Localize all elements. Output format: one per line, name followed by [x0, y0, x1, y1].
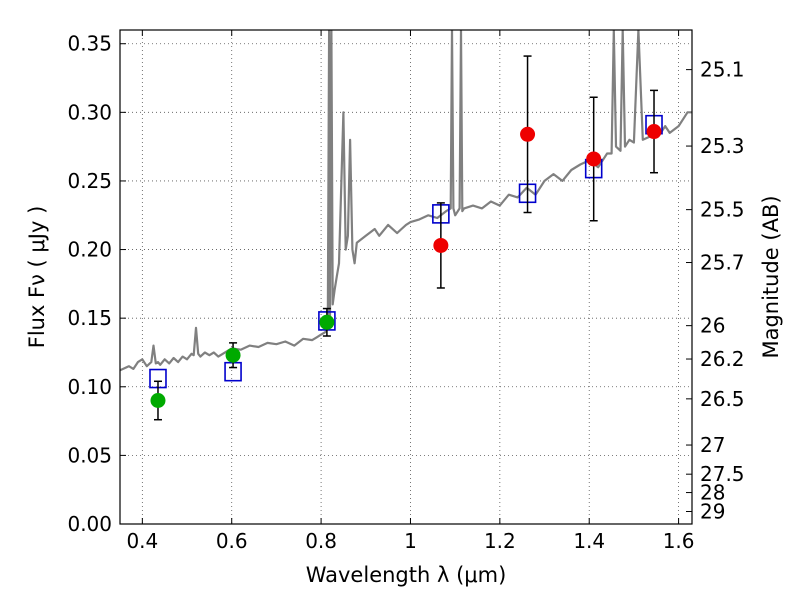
y-tick-label: 0.05 [67, 443, 112, 467]
right-tick-label: 25.7 [700, 251, 745, 275]
right-tick-label: 25.5 [700, 198, 745, 222]
grid-lines [120, 30, 692, 525]
y-tick-label: 0.00 [67, 512, 112, 536]
y-axis-label: Flux Fν ( μJy ) [25, 206, 49, 349]
y-tick-label: 0.15 [67, 306, 112, 330]
optical-photometry-point [225, 347, 241, 363]
right-tick-label: 25.3 [700, 134, 745, 158]
right-tick-label: 27.5 [700, 462, 745, 486]
optical-photometry-point [319, 314, 335, 330]
y-tick-label: 0.30 [67, 100, 112, 124]
plot-frame [119, 29, 693, 525]
right-y-axis-label: Magnitude (AB) [759, 195, 783, 358]
right-tick-label: 29 [700, 499, 725, 523]
y-tick-label: 0.35 [67, 32, 112, 56]
y-tick-label: 0.20 [67, 238, 112, 262]
infrared-photometry-point [520, 126, 536, 142]
infrared-photometry-point [433, 237, 449, 253]
spectrum-line [120, 30, 692, 372]
x-tick-label: 1.2 [484, 529, 516, 553]
right-tick-label: 27 [700, 433, 725, 457]
infrared-photometry-point [646, 124, 662, 140]
plot-data [120, 30, 692, 421]
infrared-photometry-point [586, 151, 602, 167]
y-tick-label: 0.10 [67, 375, 112, 399]
x-tick-label: 0.8 [305, 529, 337, 553]
y-tick-label: 0.25 [67, 169, 112, 193]
right-tick-label: 25.1 [700, 58, 745, 82]
right-tick-label: 26.5 [700, 387, 745, 411]
right-tick-label: 28 [700, 481, 725, 505]
x-tick-label: 0.6 [216, 529, 248, 553]
x-axis-label: Wavelength λ (μm) [306, 563, 507, 587]
x-tick-label: 1.4 [573, 529, 605, 553]
right-tick-label: 26 [700, 314, 725, 338]
right-tick-label: 26.2 [700, 347, 745, 371]
x-tick-label: 1.6 [663, 529, 695, 553]
x-tick-label: 0.4 [126, 529, 158, 553]
x-tick-label: 1 [404, 529, 417, 553]
axis-ticks: 0.4 0.6 0.8 1 1.2 1.4 1.6 0.00 0.05 0.10 0.15 0.20 0… [67, 30, 745, 553]
optical-photometry-point [150, 393, 166, 408]
